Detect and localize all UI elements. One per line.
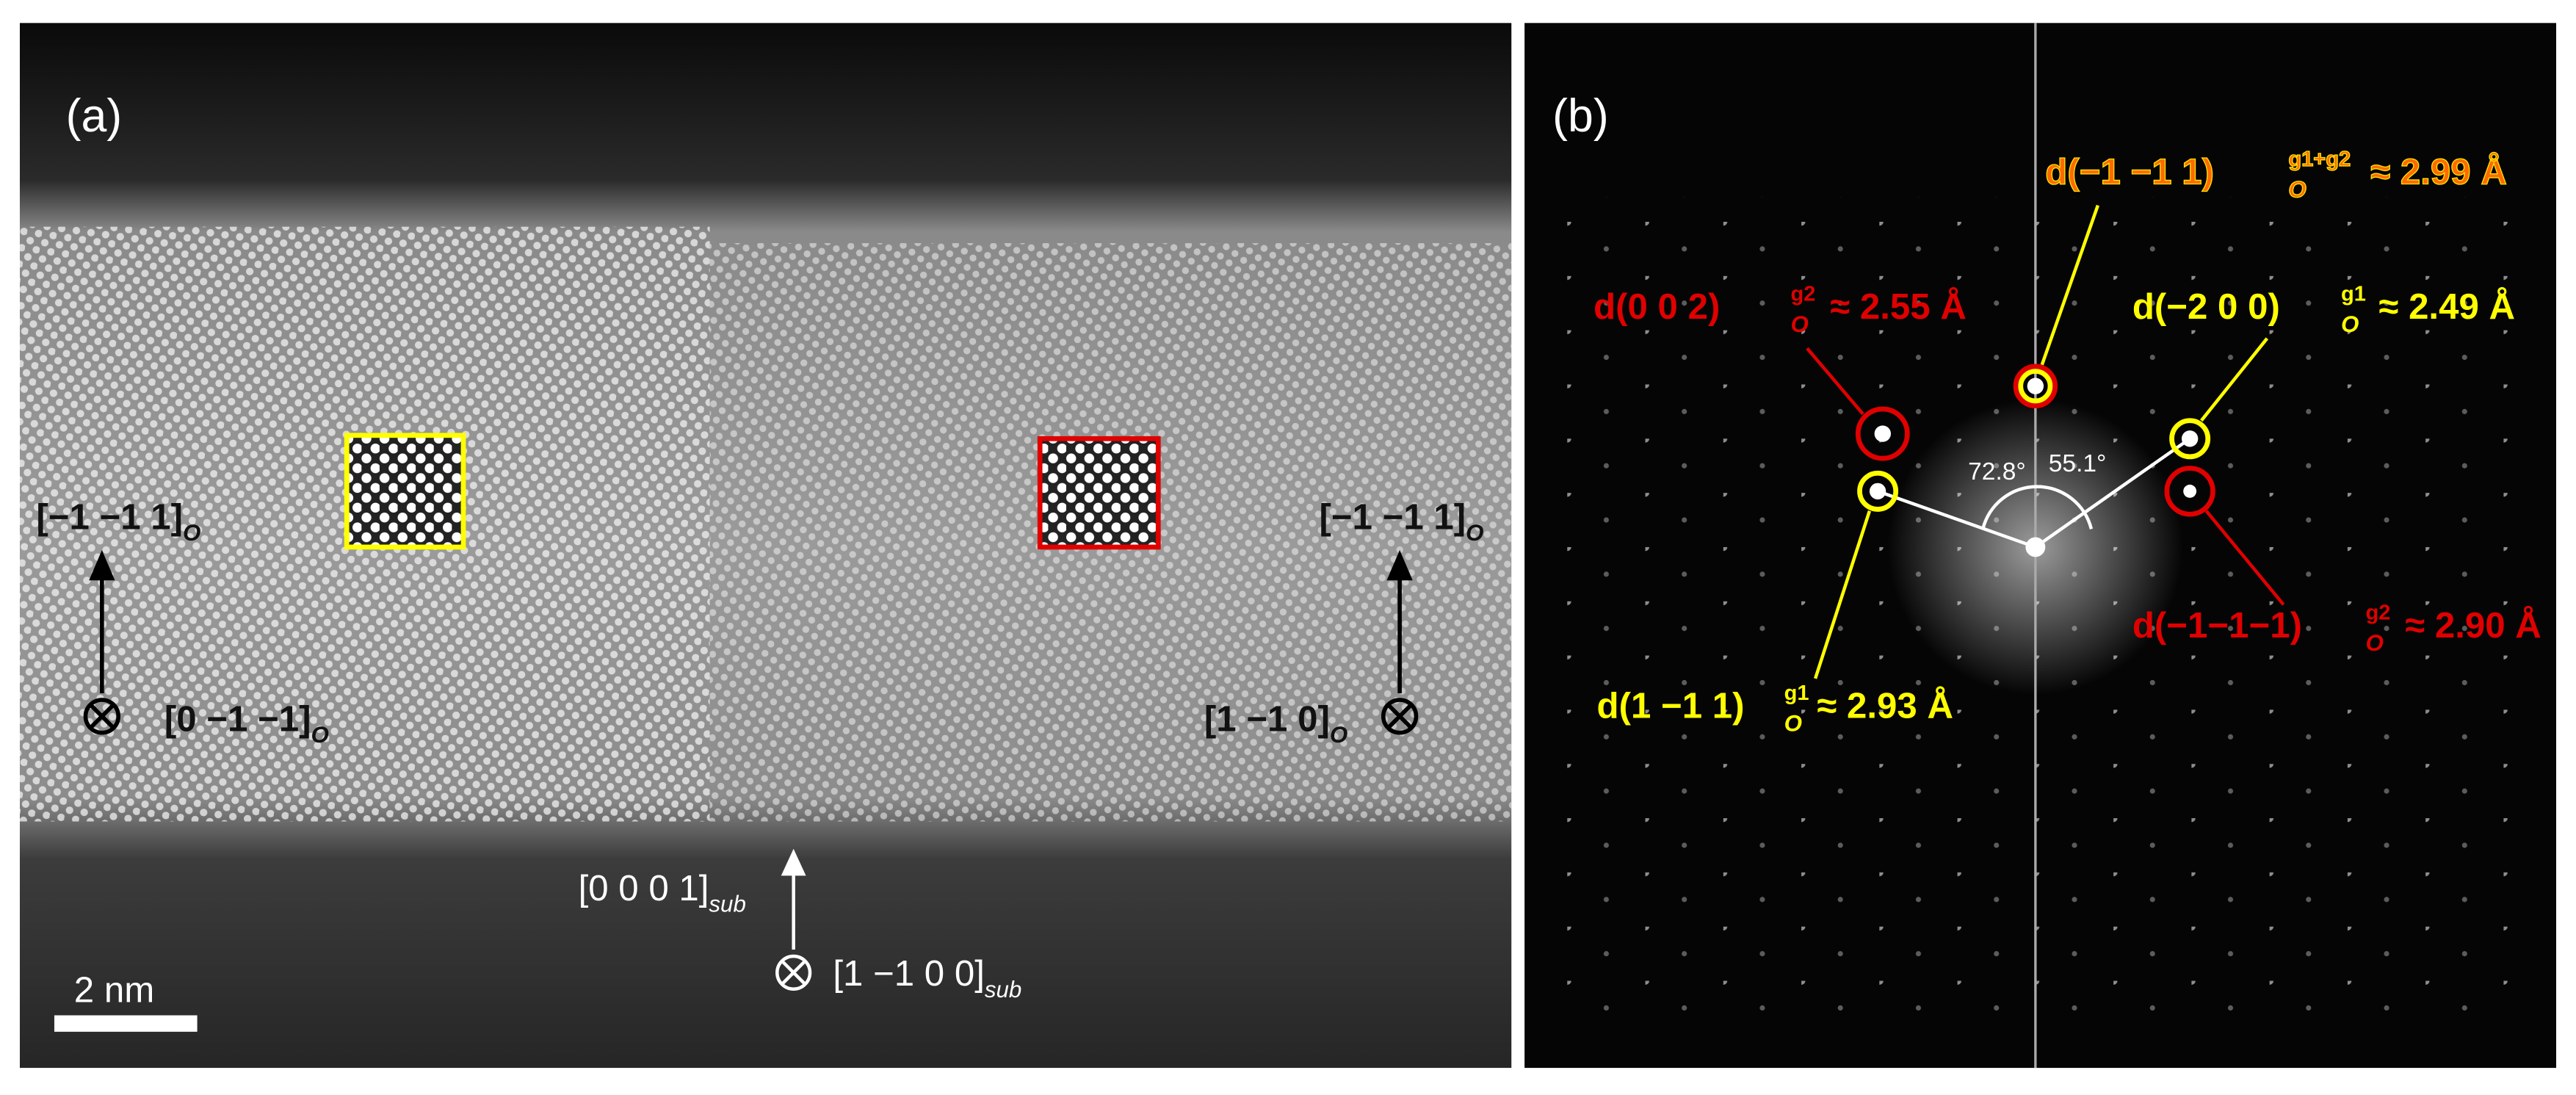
panel-b: 72.8° 55.1° d(−1 −1 1) g1+g2 O ≈ 2.99 Å … xyxy=(1524,23,2557,1069)
axes-arrows xyxy=(83,550,1419,735)
angle-label: 72.8° xyxy=(1968,458,2026,485)
direction-label: [1 −1 0]O xyxy=(1204,698,1347,748)
spot-sub: O xyxy=(1784,710,1802,736)
panel-label: (a) xyxy=(66,90,123,142)
spot-labels: d(−1 −1 1) g1+g2 O ≈ 2.99 Å d(0 0 2) g2 … xyxy=(1593,147,2541,736)
direction-label: [0 0 0 1]sub xyxy=(579,868,746,917)
spot-label: d(0 0 2) xyxy=(1593,286,1720,327)
spot-label: d(1 −1 1) xyxy=(1597,686,1745,726)
spot-sub: O xyxy=(2288,176,2306,202)
spot-label: d(−1−1−1) xyxy=(2132,605,2302,646)
inset-yellow xyxy=(344,433,466,550)
leader-lines xyxy=(1806,204,2285,679)
panel-a: (a) [−1 −1 1]O [0 −1 −1]O [−1 −1 1]O [1 … xyxy=(19,23,1512,1069)
spot-sub: O xyxy=(2341,311,2359,337)
spot-value: ≈ 2.90 Å xyxy=(2405,604,2541,646)
panel-label: (b) xyxy=(1552,90,1609,142)
angle-label: 55.1° xyxy=(2049,450,2107,477)
spot-sub: O xyxy=(1791,311,1809,337)
direction-label: [−1 −1 1]O xyxy=(36,496,200,546)
spot-sup: g2 xyxy=(1791,282,1816,306)
spot-sub: O xyxy=(2366,630,2384,656)
spot-sup: g1 xyxy=(1784,682,1809,705)
spot-value: ≈ 2.99 Å xyxy=(2370,151,2507,192)
spot-sup: g1 xyxy=(2341,282,2366,306)
substrate-arrows xyxy=(775,848,812,991)
scale-bar-label: 2 nm xyxy=(74,970,154,1011)
direction-label: [0 −1 −1]O xyxy=(164,698,329,748)
spot-label: d(−1 −1 1) xyxy=(2045,152,2214,192)
spot-value: ≈ 2.93 Å xyxy=(1817,685,1953,726)
spot-circles xyxy=(1855,364,2215,517)
spot-value: ≈ 2.49 Å xyxy=(2378,286,2515,327)
spot-value: ≈ 2.55 Å xyxy=(1830,286,1967,327)
scale-bar xyxy=(54,1015,198,1032)
spot-label: d(−2 0 0) xyxy=(2132,286,2280,327)
direction-label: [1 −1 0 0]sub xyxy=(833,953,1021,1002)
angle-lines xyxy=(1877,437,2191,549)
spot-sup: g2 xyxy=(2366,601,2391,624)
spot-sup: g1+g2 xyxy=(2288,148,2351,171)
inset-red xyxy=(1037,436,1161,550)
direction-label: [−1 −1 1]O xyxy=(1320,496,1484,546)
